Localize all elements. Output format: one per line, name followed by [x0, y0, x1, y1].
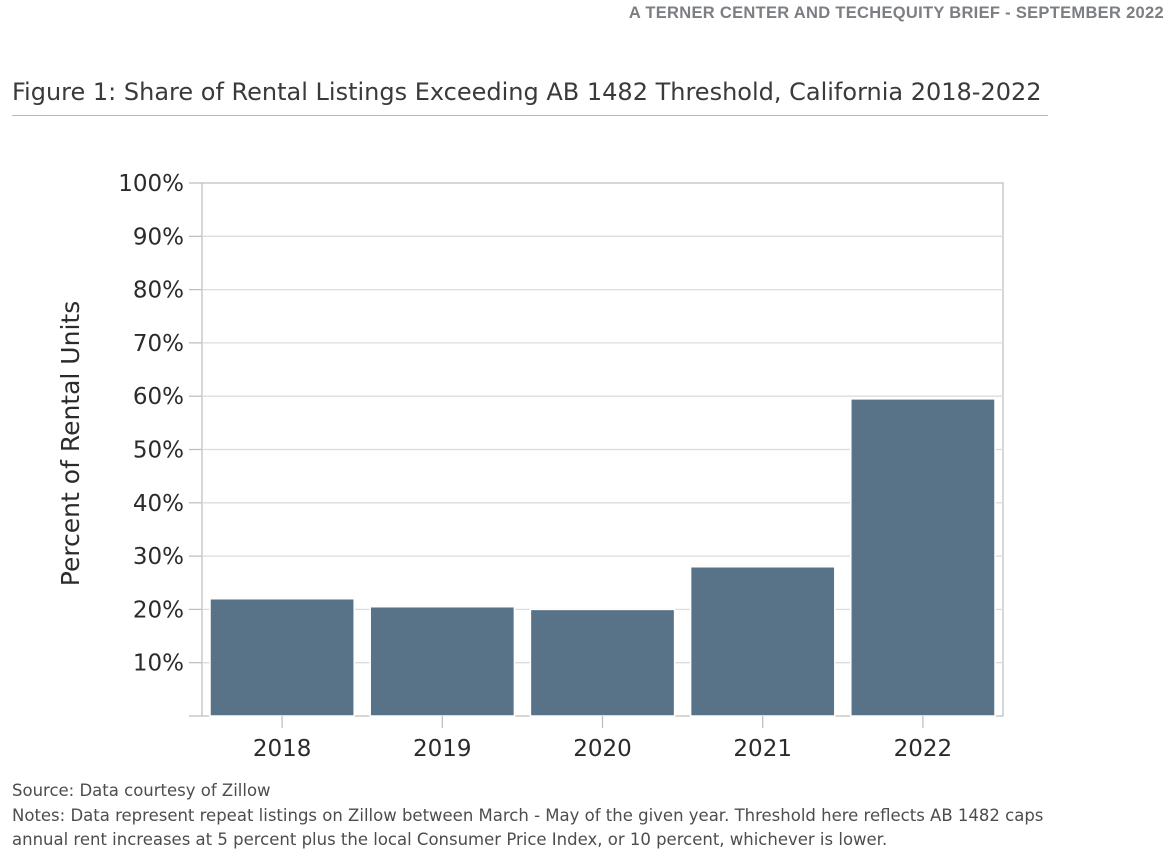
x-tick-label: 2018 — [253, 736, 312, 762]
x-tick-label: 2021 — [733, 736, 792, 762]
x-tick-label: 2019 — [413, 736, 472, 762]
y-tick-label: 70% — [133, 331, 184, 357]
y-tick-label: 40% — [133, 491, 184, 517]
bar-2021 — [689, 566, 836, 717]
bar-2020 — [529, 608, 676, 717]
axis-layer — [189, 182, 924, 728]
y-tick-label: 60% — [133, 384, 184, 410]
source-note: Source: Data courtesy of Zillow — [12, 781, 271, 800]
bar-2018 — [209, 597, 355, 717]
bar-2022 — [850, 398, 996, 717]
bar-2019 — [369, 605, 516, 717]
figure-notes: Source: Data courtesy of Zillow Notes: D… — [12, 779, 1043, 853]
brief-header: A TERNER CENTER AND TECHEQUITY BRIEF - S… — [628, 4, 1164, 22]
bar-layer — [209, 398, 996, 717]
y-tick-label: 50% — [133, 438, 184, 464]
y-tick-label: 100% — [118, 171, 184, 197]
figure-title: Figure 1: Share of Rental Listings Excee… — [12, 78, 1042, 106]
y-tick-label: 20% — [133, 597, 184, 623]
y-tick-label: 80% — [133, 278, 184, 304]
x-tick-label: 2022 — [894, 736, 953, 762]
y-axis-title: Percent of Rental Units — [56, 301, 85, 586]
y-tick-label: 30% — [133, 544, 184, 570]
y-tick-label: 10% — [133, 651, 184, 677]
y-tick-label: 90% — [133, 224, 184, 250]
title-rule — [12, 115, 1048, 116]
notes-line-2: annual rent increases at 5 percent plus … — [12, 830, 888, 849]
label-layer: 10% 20% 30% 40% 50% 60% 70% 80% 90% 100% 2018 2019 2… — [56, 171, 952, 762]
notes-line-1: Notes: Data represent repeat listings on… — [12, 805, 1044, 825]
x-tick-label: 2020 — [573, 736, 632, 762]
